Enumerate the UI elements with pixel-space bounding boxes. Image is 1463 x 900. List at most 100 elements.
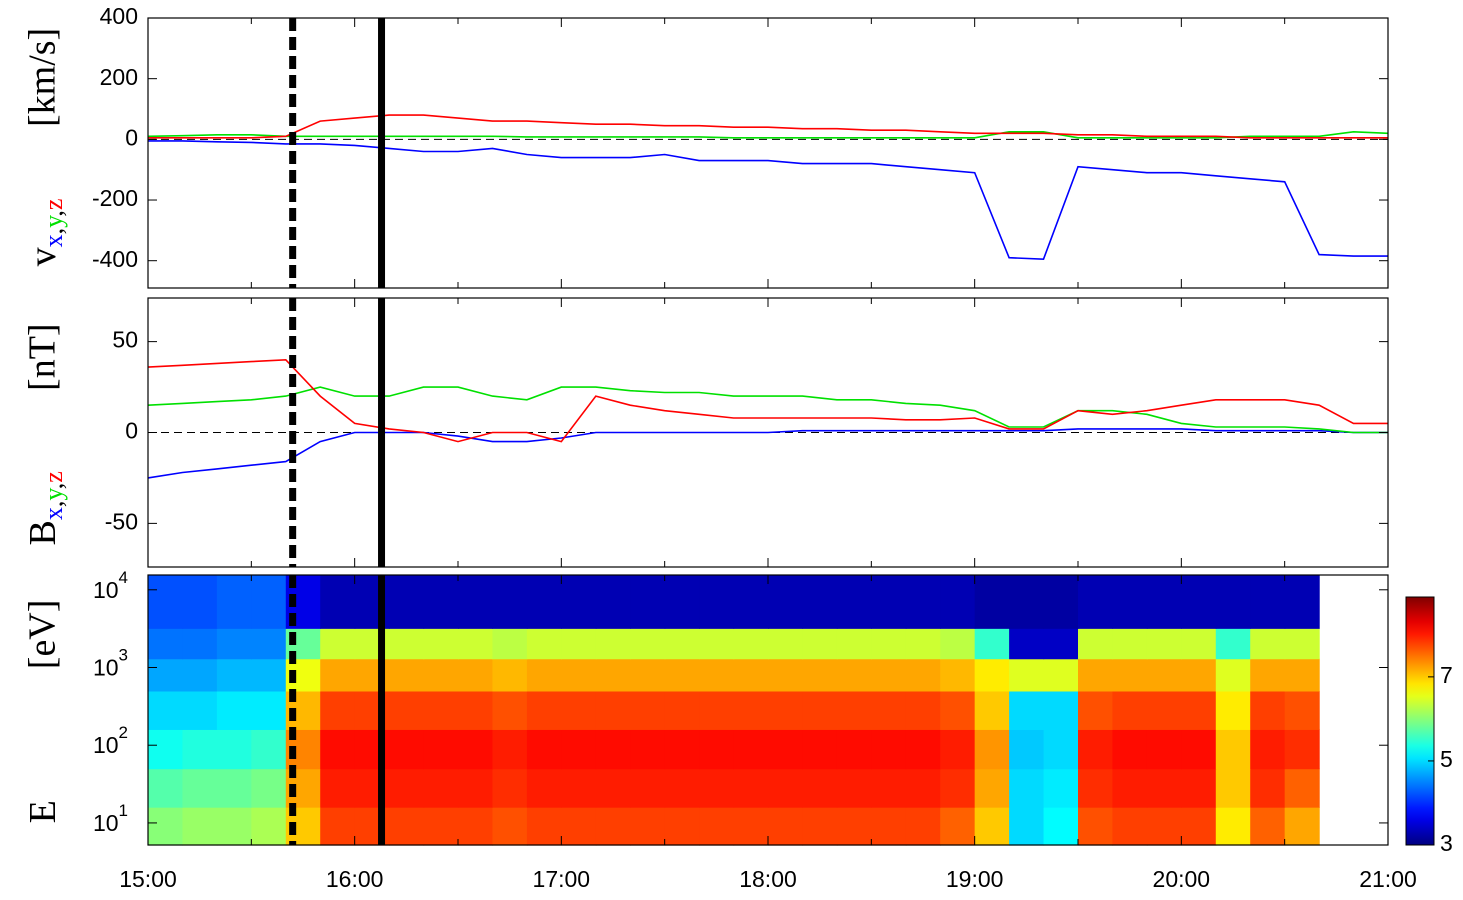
heat-cell bbox=[630, 658, 666, 692]
heat-cell bbox=[148, 575, 184, 629]
y-tick-label: 0 bbox=[125, 124, 138, 150]
heat-cell bbox=[561, 575, 597, 629]
heat-cell bbox=[733, 690, 769, 730]
y-axis-label: vx,y,z bbox=[22, 199, 68, 267]
heat-cell bbox=[595, 729, 631, 770]
heat-cell bbox=[905, 690, 941, 730]
heat-cell bbox=[1146, 628, 1182, 660]
heat-cell bbox=[974, 768, 1010, 808]
y-axis-symbol: v bbox=[22, 247, 64, 266]
heat-cell bbox=[871, 807, 907, 846]
tick-exponent: 2 bbox=[119, 724, 128, 743]
heat-cell bbox=[630, 690, 666, 730]
heat-cell bbox=[768, 628, 804, 660]
heat-cell bbox=[320, 658, 356, 692]
heat-cell bbox=[1078, 658, 1114, 692]
subscript-separator: , bbox=[39, 228, 68, 235]
heat-cell bbox=[733, 768, 769, 808]
x-tick-label: 16:00 bbox=[326, 866, 384, 892]
y-axis-label: Bx,y,z bbox=[22, 471, 68, 545]
heat-cell bbox=[389, 690, 425, 730]
heat-cell bbox=[320, 690, 356, 730]
y-axis-unit: [nT] bbox=[22, 323, 64, 391]
heat-cell bbox=[1078, 690, 1114, 730]
heat-cell bbox=[1112, 658, 1148, 692]
tick-base: 10 bbox=[93, 732, 119, 758]
heat-cell bbox=[871, 628, 907, 660]
heat-cell bbox=[1146, 690, 1182, 730]
heat-cell bbox=[1043, 575, 1079, 629]
heat-cell bbox=[148, 690, 184, 730]
heat-cell bbox=[905, 658, 941, 692]
y-axis-unit: [km/s] bbox=[22, 28, 64, 127]
heat-cell bbox=[1250, 768, 1286, 808]
heat-cell bbox=[1215, 729, 1251, 770]
y-tick-label: -50 bbox=[105, 508, 138, 534]
heat-cell bbox=[389, 807, 425, 846]
heat-cell bbox=[423, 575, 459, 629]
heat-cell bbox=[1043, 768, 1079, 808]
heat-cell bbox=[492, 690, 528, 730]
heat-cell bbox=[802, 729, 838, 770]
heat-cell bbox=[630, 575, 666, 629]
heat-cell bbox=[1181, 575, 1217, 629]
tick-base: 10 bbox=[93, 810, 119, 836]
heat-cell bbox=[148, 658, 184, 692]
heat-cell bbox=[458, 807, 494, 846]
heat-cell bbox=[974, 690, 1010, 730]
y-axis-symbol: B bbox=[22, 520, 64, 545]
heat-cell bbox=[802, 628, 838, 660]
heat-cell bbox=[216, 658, 252, 692]
heat-cell bbox=[836, 658, 872, 692]
heat-cell bbox=[320, 729, 356, 770]
colorbar-tick-label: 7 bbox=[1440, 662, 1453, 688]
heat-cell bbox=[1181, 628, 1217, 660]
heat-cell bbox=[526, 628, 562, 660]
heat-cell bbox=[836, 575, 872, 629]
heat-cell bbox=[389, 628, 425, 660]
x-tick-label: 15:00 bbox=[119, 866, 177, 892]
heat-cell bbox=[148, 807, 184, 846]
heat-cell bbox=[561, 658, 597, 692]
heat-cell bbox=[940, 807, 976, 846]
heat-cell bbox=[492, 575, 528, 629]
heat-cell bbox=[940, 575, 976, 629]
heat-cell bbox=[320, 768, 356, 808]
tick-exponent: 3 bbox=[119, 646, 128, 665]
heat-cell bbox=[630, 768, 666, 808]
heat-cell bbox=[1181, 807, 1217, 846]
heat-cell bbox=[768, 690, 804, 730]
heat-cell bbox=[768, 658, 804, 692]
heat-cell bbox=[733, 729, 769, 770]
heat-cell bbox=[423, 768, 459, 808]
heat-cell bbox=[1250, 658, 1286, 692]
heat-cell bbox=[595, 575, 631, 629]
heat-cell bbox=[561, 729, 597, 770]
heat-cell bbox=[251, 575, 287, 629]
heat-cell bbox=[148, 628, 184, 660]
heat-cell bbox=[182, 628, 218, 660]
heat-cell bbox=[492, 628, 528, 660]
x-tick-label: 21:00 bbox=[1359, 866, 1417, 892]
heat-cell bbox=[1009, 658, 1045, 692]
heat-cell bbox=[905, 575, 941, 629]
y-tick-label: 102 bbox=[93, 724, 128, 759]
heat-cell bbox=[1181, 729, 1217, 770]
heat-cell bbox=[974, 729, 1010, 770]
heat-cell bbox=[423, 628, 459, 660]
heat-cell bbox=[940, 690, 976, 730]
heat-cell bbox=[664, 658, 700, 692]
heat-cell bbox=[182, 575, 218, 629]
heat-cell bbox=[1043, 628, 1079, 660]
heat-cell bbox=[1250, 628, 1286, 660]
heat-cell bbox=[251, 768, 287, 808]
y-tick-label: 103 bbox=[93, 646, 128, 681]
heat-cell bbox=[974, 575, 1010, 629]
heat-cell bbox=[836, 807, 872, 846]
heat-cell bbox=[974, 658, 1010, 692]
heat-cell bbox=[458, 628, 494, 660]
heat-cell bbox=[1078, 768, 1114, 808]
heat-cell bbox=[1112, 690, 1148, 730]
